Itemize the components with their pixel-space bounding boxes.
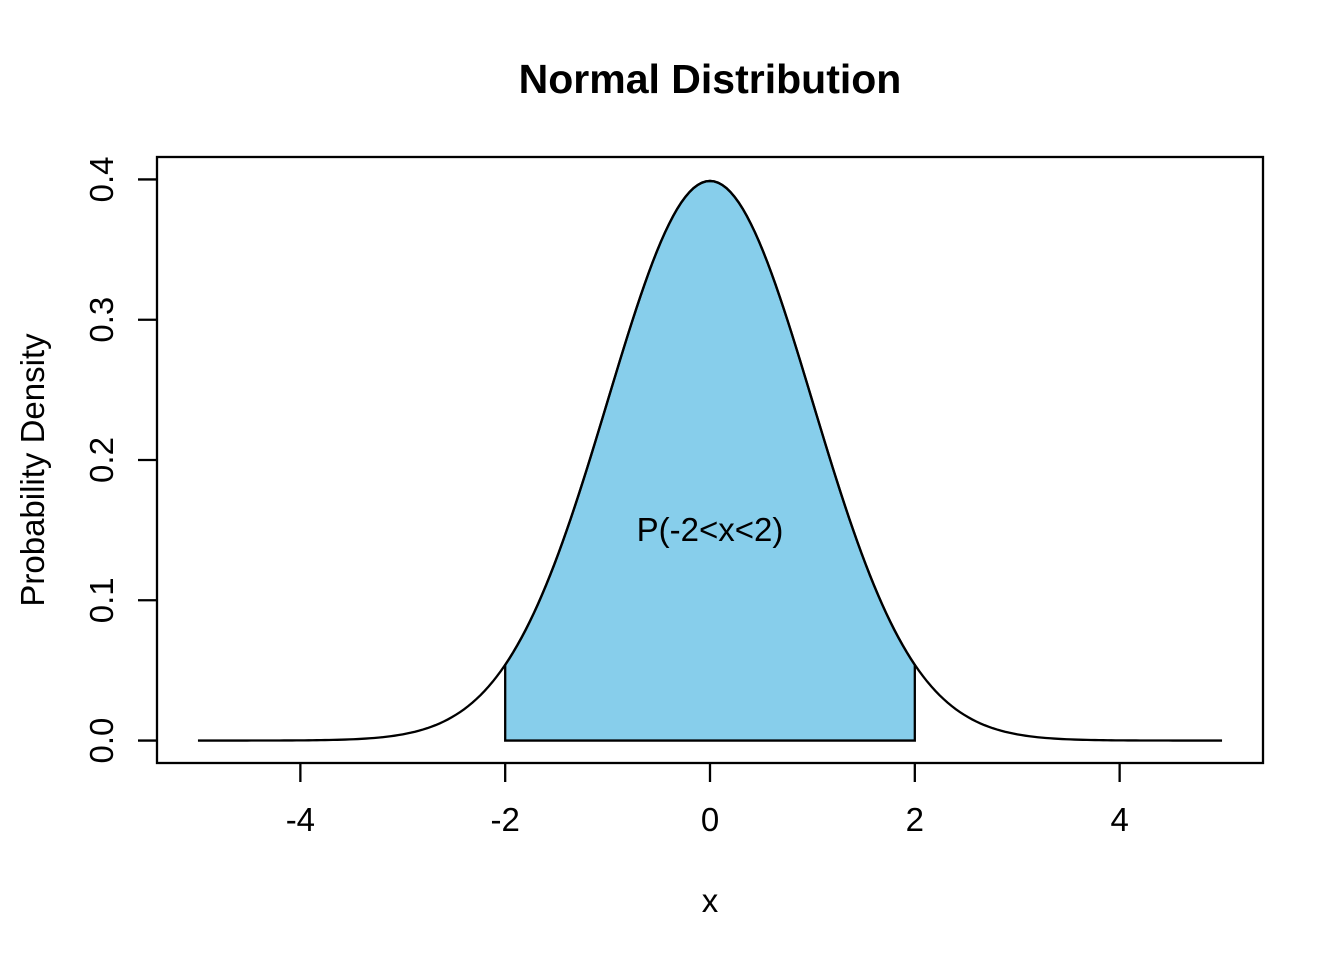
- y-axis: 0.0 0.1 0.2 0.3 0.4: [83, 157, 157, 764]
- y-tick-label: 0.4: [83, 157, 120, 203]
- y-tick-label: 0.2: [83, 437, 120, 483]
- x-tick-label: -4: [286, 801, 315, 838]
- y-tick-label: 0.3: [83, 297, 120, 343]
- y-axis-title: Probability Density: [14, 333, 51, 607]
- probability-annotation: P(-2<x<2): [637, 511, 784, 548]
- x-axis-title: x: [702, 882, 719, 919]
- chart-title: Normal Distribution: [519, 56, 902, 102]
- x-tick-label: 0: [701, 801, 719, 838]
- y-tick-label: 0.0: [83, 718, 120, 764]
- x-axis: -4 -2 0 2 4: [286, 763, 1129, 838]
- x-tick-label: 2: [906, 801, 924, 838]
- density-curve: [197, 179, 1223, 742]
- shaded-region: [504, 179, 916, 742]
- x-tick-label: -2: [491, 801, 520, 838]
- x-tick-label: 4: [1110, 801, 1128, 838]
- y-tick-label: 0.1: [83, 577, 120, 623]
